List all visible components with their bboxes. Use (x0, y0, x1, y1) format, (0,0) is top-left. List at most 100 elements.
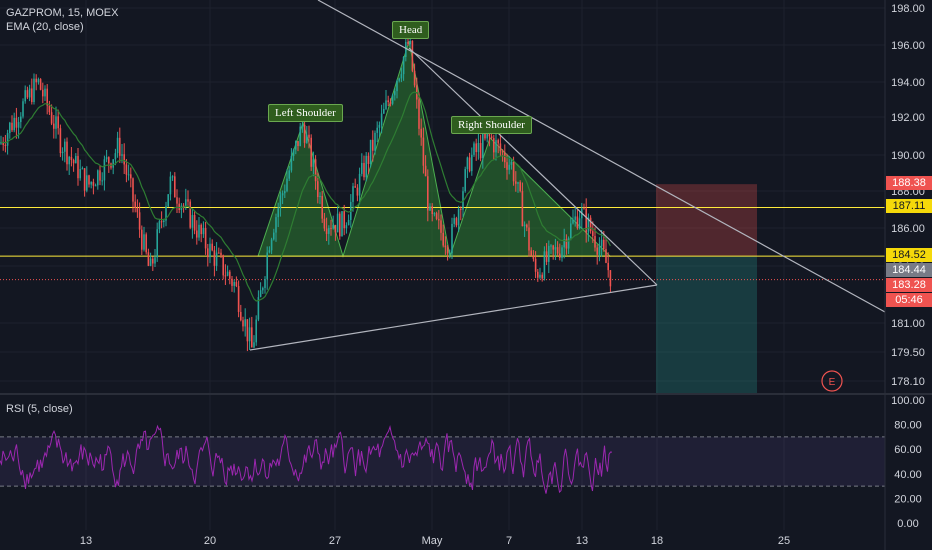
candle-body-207 (455, 218, 458, 226)
candle-body-247 (543, 251, 546, 279)
symbol-legend: GAZPROM, 15, MOEX (6, 7, 119, 19)
candle-body-180 (396, 80, 398, 92)
candle-body-173 (380, 113, 383, 125)
candle-body-241 (530, 250, 532, 256)
candle-body-103 (226, 271, 229, 276)
candle-body-0 (0, 142, 2, 144)
candle-body-27 (59, 128, 62, 154)
trendlines: E (249, 0, 886, 392)
candle-body-51 (112, 159, 114, 168)
earnings-marker-label: E (829, 377, 836, 388)
candle-body-85 (187, 199, 189, 202)
candle-body-137 (301, 124, 304, 127)
candle-body-24 (53, 123, 55, 129)
price-tick-label: 178.10 (891, 376, 925, 388)
candle-body-38 (83, 168, 86, 191)
time-tick-label: 7 (506, 535, 512, 547)
rsi-tick-label: 60.00 (894, 444, 922, 456)
ema-legend: EMA (20, close) (6, 21, 84, 33)
candle-body-243 (534, 258, 537, 272)
rsi-pane (0, 424, 885, 494)
rsi-tick-label: 40.00 (894, 469, 922, 481)
candle-body-273 (600, 239, 603, 247)
candle-body-92 (202, 228, 205, 235)
candle-body-213 (468, 157, 471, 172)
candle-body-131 (288, 170, 290, 179)
candle-body-184 (405, 41, 407, 57)
candle-body-240 (528, 227, 530, 251)
candle-body-117 (257, 297, 260, 320)
candle-body-262 (576, 216, 579, 229)
candle-body-274 (603, 239, 605, 250)
candle-body-93 (204, 228, 207, 249)
candle-body-47 (103, 159, 106, 181)
candle-body-12 (26, 90, 29, 98)
ema-polyline (0, 91, 611, 302)
candle-body-178 (391, 95, 394, 104)
candle-body-78 (171, 176, 174, 178)
candle-body-183 (402, 56, 405, 75)
candle-body-154 (339, 213, 341, 237)
candle-body-53 (116, 137, 119, 154)
candle-body-251 (552, 245, 554, 250)
candle-body-267 (587, 217, 590, 233)
candle-body-194 (427, 176, 429, 211)
candle-body-161 (354, 186, 356, 188)
candle-body-266 (585, 208, 587, 233)
candle-body-253 (556, 247, 559, 254)
candle-body-130 (286, 178, 288, 192)
candle-body-56 (123, 154, 125, 165)
candle-body-98 (215, 252, 218, 266)
candle-body-132 (290, 155, 293, 171)
candle-body-234 (515, 181, 517, 184)
time-tick-label: 13 (80, 535, 92, 547)
candle-body-249 (548, 245, 550, 262)
candle-body-32 (70, 156, 73, 161)
candle-body-168 (369, 139, 372, 164)
candle-body-18 (39, 79, 42, 90)
candle-body-181 (398, 78, 400, 81)
candle-body-112 (246, 319, 249, 342)
candle-body-28 (61, 151, 64, 154)
candle-body-77 (169, 176, 172, 195)
candle-body-120 (264, 279, 266, 288)
candle-body-58 (127, 174, 130, 176)
candle-body-59 (130, 174, 132, 179)
price-tag-18452: 184.52 (886, 248, 932, 262)
candle-body-91 (200, 224, 202, 235)
candle-body-48 (105, 157, 108, 160)
candle-body-268 (589, 217, 592, 232)
price-tick-label: 179.50 (891, 347, 925, 359)
candle-body-97 (213, 250, 216, 266)
right-shoulder-label: Right Shoulder (451, 116, 532, 134)
candle-body-8 (17, 122, 20, 128)
candle-body-110 (242, 320, 244, 327)
lower-trendline (249, 284, 658, 351)
candle-body-177 (389, 102, 392, 104)
rsi-tick-label: 100.00 (891, 395, 925, 407)
candle-body-236 (519, 182, 521, 192)
candle-body-17 (37, 79, 40, 83)
candle-body-36 (79, 169, 81, 179)
candle-body-238 (523, 224, 526, 227)
candle-body-254 (559, 253, 561, 258)
candle-body-115 (253, 342, 255, 348)
candle-body-105 (231, 278, 233, 286)
candle-body-185 (407, 41, 409, 45)
candle-body-206 (453, 218, 455, 224)
candle-body-165 (363, 162, 365, 178)
candle-body-212 (466, 157, 469, 170)
candle-body-72 (158, 221, 161, 230)
candle-body-144 (317, 181, 319, 198)
candle-body-193 (424, 165, 427, 177)
candle-body-155 (341, 211, 343, 237)
candle-body-148 (325, 228, 328, 234)
candle-body-63 (138, 212, 141, 230)
candle-body-257 (565, 239, 568, 249)
candle-body-52 (114, 153, 117, 160)
candle-body-255 (561, 247, 563, 258)
price-tag-0546: 05:46 (886, 293, 932, 307)
time-tick-label: 25 (778, 535, 790, 547)
candle-body-242 (532, 255, 535, 259)
horizontal-levels (0, 206, 885, 281)
